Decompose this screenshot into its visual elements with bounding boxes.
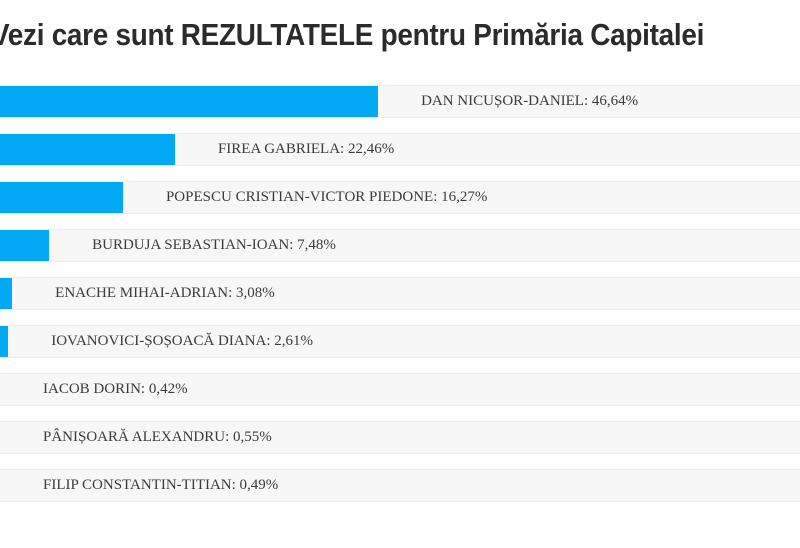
result-row: FIREA GABRIELA: 22,46%: [0, 133, 800, 166]
result-label: ENACHE MIHAI-ADRIAN: 3,08%: [55, 285, 275, 301]
result-row: IACOB DORIN: 0,42%: [0, 373, 800, 406]
result-bar: [0, 278, 13, 309]
result-bar: [0, 134, 175, 165]
result-row: PÂNIȘOARĂ ALEXANDRU: 0,55%: [0, 421, 800, 454]
result-label: POPESCU CRISTIAN-VICTOR PIEDONE: 16,27%: [165, 189, 488, 205]
result-row: FILIP CONSTANTIN-TITIAN: 0,49%: [0, 469, 800, 502]
result-bar: [0, 230, 50, 261]
result-row: POPESCU CRISTIAN-VICTOR PIEDONE: 16,27%: [0, 181, 800, 214]
result-row: BURDUJA SEBASTIAN-IOAN: 7,48%: [0, 229, 800, 262]
result-label: PÂNIȘOARĂ ALEXANDRU: 0,55%: [43, 429, 272, 445]
result-label: IOVANOVICI-ȘOȘOACĂ DIANA: 2,61%: [51, 333, 314, 349]
result-label: IACOB DORIN: 0,42%: [43, 381, 188, 397]
result-label: BURDUJA SEBASTIAN-IOAN: 7,48%: [92, 237, 336, 253]
page-title: Vezi care sunt REZULTATELE pentru Primăr…: [0, 17, 705, 52]
results-bar-chart: DAN NICUȘOR-DANIEL: 46,64% FIREA GABRIEL…: [0, 85, 800, 502]
result-row: DAN NICUȘOR-DANIEL: 46,64%: [0, 85, 800, 118]
result-label: DAN NICUȘOR-DANIEL: 46,64%: [421, 93, 639, 109]
result-label: FILIP CONSTANTIN-TITIAN: 0,49%: [43, 477, 279, 493]
result-row: ENACHE MIHAI-ADRIAN: 3,08%: [0, 277, 800, 310]
result-bar: [0, 86, 379, 117]
result-bar: [0, 182, 123, 213]
result-row: IOVANOVICI-ȘOȘOACĂ DIANA: 2,61%: [0, 325, 800, 358]
result-label: FIREA GABRIELA: 22,46%: [217, 141, 395, 157]
result-bar: [0, 326, 9, 357]
